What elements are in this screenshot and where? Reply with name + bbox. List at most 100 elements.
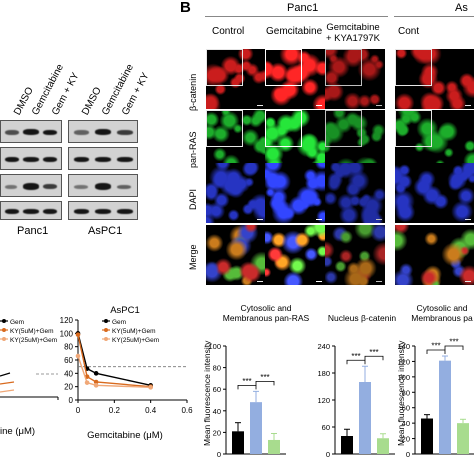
cell-line-label: AsPC1 bbox=[88, 225, 123, 237]
significance-bracket bbox=[255, 380, 275, 386]
beta-catenin-image bbox=[265, 49, 325, 109]
y-tick-label: 80 bbox=[213, 364, 221, 373]
bar bbox=[359, 382, 371, 454]
chart-title: AsPC1 bbox=[110, 305, 140, 316]
y-tick-label: 180 bbox=[317, 369, 330, 378]
y-tick-label: 20 bbox=[64, 383, 73, 392]
significance-bracket bbox=[364, 355, 384, 361]
series-line-ky25 bbox=[0, 389, 15, 393]
series-line-ky5 bbox=[0, 381, 15, 385]
y-tick-label: 120 bbox=[60, 316, 74, 325]
scale-bar bbox=[465, 104, 471, 106]
y-tick-label: 20 bbox=[402, 435, 410, 444]
y-tick-label: 40 bbox=[64, 369, 73, 378]
y-tick-label: 140 bbox=[397, 342, 410, 351]
scale-bar bbox=[465, 280, 471, 282]
y-tick-label: 40 bbox=[213, 407, 221, 416]
chart-title: Cytosolic and Membranous pa bbox=[411, 303, 473, 323]
legend: Gem KY(5uM)+Gem KY(25uM)+Gem bbox=[102, 319, 159, 344]
series-line bbox=[77, 334, 151, 388]
beta-catenin-image bbox=[325, 49, 385, 109]
column-header: Gemcitabine + KYA1797K bbox=[326, 22, 380, 44]
data-point bbox=[93, 379, 99, 385]
blot-strip bbox=[0, 174, 62, 197]
pan-ras-image bbox=[206, 110, 266, 170]
x-tick-label: 0.2 bbox=[109, 406, 121, 415]
series-line bbox=[77, 333, 151, 387]
row-label: β-catenin bbox=[188, 73, 198, 111]
blot-strip bbox=[0, 201, 62, 220]
bar bbox=[268, 439, 280, 454]
scale-bar bbox=[376, 104, 382, 106]
pan-ras-image bbox=[265, 110, 325, 170]
zoom-inset bbox=[395, 110, 432, 147]
significance-label: *** bbox=[431, 342, 440, 351]
zoom-inset bbox=[325, 110, 362, 147]
scale-bar bbox=[257, 104, 263, 106]
y-tick-label: 0 bbox=[406, 450, 410, 459]
cell-line-label: Panc1 bbox=[17, 225, 49, 237]
series-line bbox=[77, 355, 151, 389]
x-tick-label: 0.4 bbox=[145, 406, 157, 415]
dapi-image bbox=[265, 163, 325, 223]
x-axis-label: Gemcitabine (μM) bbox=[87, 430, 163, 441]
y-tick-label: 60 bbox=[322, 423, 330, 432]
significance-label: *** bbox=[260, 373, 269, 382]
y-tick-label: 120 bbox=[317, 396, 330, 405]
merge-image bbox=[325, 225, 385, 285]
pan-ras-image bbox=[325, 110, 385, 170]
bar bbox=[232, 431, 244, 454]
blot-strip bbox=[0, 120, 62, 143]
zoom-inset bbox=[265, 49, 302, 86]
blot-strip bbox=[68, 174, 138, 197]
y-tick-label: 60 bbox=[213, 385, 221, 394]
bar-charts: Cytosolic and Membranous pan-RAS Nucleus … bbox=[202, 303, 474, 459]
y-tick-label: 0 bbox=[217, 450, 221, 459]
zoom-inset bbox=[206, 110, 243, 147]
dose-response-chart-partial: Gem KY(5uM)+Gem KY(25uM)+Gem ine (μM) bbox=[0, 319, 59, 437]
beta-catenin-image bbox=[206, 49, 266, 109]
cell-line-header: As bbox=[455, 2, 468, 14]
panel-label: B bbox=[180, 0, 191, 16]
significance-label: *** bbox=[449, 338, 458, 347]
significance-label: *** bbox=[369, 348, 378, 357]
significance-label: *** bbox=[242, 377, 251, 386]
scale-bar bbox=[316, 218, 322, 220]
row-label: Merge bbox=[188, 244, 198, 270]
legend-entry: KY(25uM)+Gem bbox=[112, 337, 159, 344]
y-tick-label: 100 bbox=[397, 373, 410, 382]
beta-catenin-image bbox=[395, 49, 474, 109]
y-axis-label: Mean fluorescence intensity bbox=[396, 340, 406, 446]
scale-bar bbox=[316, 280, 322, 282]
series-line-gem bbox=[0, 372, 11, 377]
chart-title: Nucleus β-catenin bbox=[328, 313, 396, 323]
scale-bar bbox=[376, 280, 382, 282]
blot-strip bbox=[68, 120, 138, 143]
data-point bbox=[75, 353, 81, 359]
significance-bracket bbox=[237, 384, 257, 390]
column-header: Control bbox=[212, 26, 245, 37]
scale-bar bbox=[257, 280, 263, 282]
y-tick-label: 80 bbox=[64, 343, 73, 352]
y-tick-label: 40 bbox=[402, 419, 410, 428]
data-point bbox=[93, 383, 99, 388]
column-header: Gemcitabine bbox=[266, 26, 323, 37]
data-point bbox=[148, 385, 153, 390]
chart-title: Cytosolic and Membranous pan-RAS bbox=[223, 303, 310, 323]
row-label: pan-RAS bbox=[188, 131, 198, 168]
x-axis-label: ine (μM) bbox=[0, 426, 35, 437]
y-tick-label: 0 bbox=[326, 450, 330, 459]
bar bbox=[377, 438, 389, 454]
blot-strip bbox=[68, 201, 138, 220]
y-tick-label: 100 bbox=[60, 329, 74, 338]
scale-bar bbox=[465, 218, 471, 220]
merge-image bbox=[206, 225, 266, 285]
dapi-image bbox=[395, 163, 474, 223]
bar bbox=[250, 402, 262, 454]
zoom-inset bbox=[395, 49, 432, 86]
legend-entry: KY(5uM)+Gem bbox=[112, 328, 156, 335]
zoom-inset bbox=[265, 110, 302, 147]
scale-bar bbox=[376, 218, 382, 220]
legend-entry: Gem bbox=[10, 319, 24, 326]
dapi-image bbox=[206, 163, 266, 223]
